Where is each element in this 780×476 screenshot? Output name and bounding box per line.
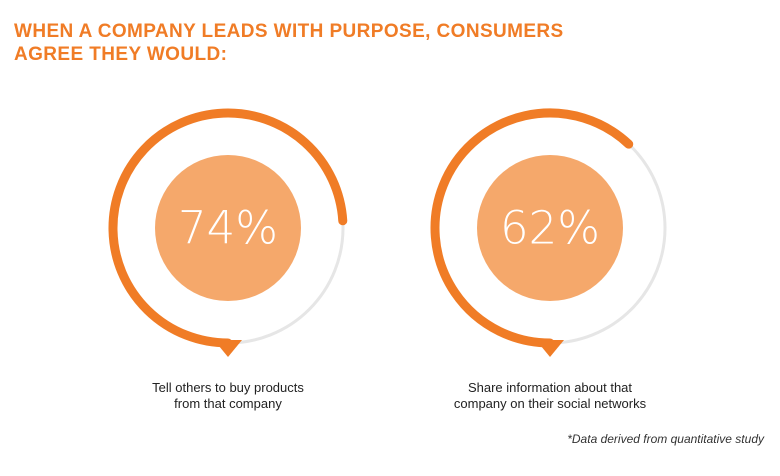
donut-percentage-label: 74%: [178, 202, 278, 255]
title-line-1: WHEN A COMPANY LEADS WITH PURPOSE, CONSU…: [14, 21, 564, 42]
donut-chart-2: 62%: [430, 108, 667, 357]
donut-inner-circle: [477, 155, 623, 301]
caption-2: Share information about that company on …: [400, 380, 700, 412]
footnote: *Data derived from quantitative study: [567, 432, 764, 446]
donut-progress-arc: [430, 108, 634, 348]
donut-progress-arc: [108, 108, 348, 348]
pointer-marker: [536, 340, 564, 357]
caption-1: Tell others to buy products from that co…: [78, 380, 378, 412]
donut-chart-1: 74%: [108, 108, 348, 357]
pointer-marker: [214, 340, 242, 357]
caption-line: Share information about that: [467, 380, 633, 395]
page-title: WHEN A COMPANY LEADS WITH PURPOSE, CONSU…: [14, 20, 614, 66]
caption-line: company on their social networks: [453, 396, 647, 411]
donut-percentage-label: 62%: [500, 202, 600, 255]
donut-inner-circle: [155, 155, 301, 301]
title-line-2: AGREE THEY WOULD:: [14, 44, 228, 65]
caption-line: from that company: [174, 396, 282, 411]
caption-line: Tell others to buy products: [152, 380, 304, 395]
